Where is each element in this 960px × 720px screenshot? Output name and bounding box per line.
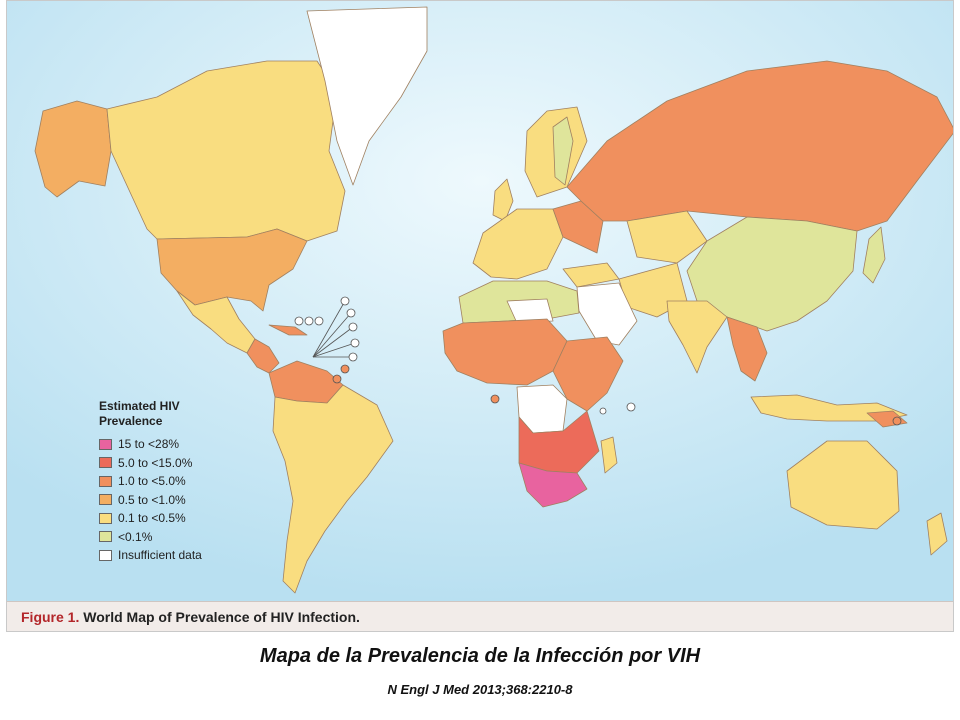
region-southeast-asia: [726, 316, 768, 382]
callout-island-7: [304, 316, 314, 326]
callout-island-1: [340, 296, 350, 306]
region-madagascar: [600, 436, 618, 474]
legend-rows: 15 to <28% 5.0 to <15.0% 1.0 to <5.0% 0.5 t…: [99, 435, 249, 565]
region-western-europe: [472, 208, 564, 280]
region-finland: [552, 116, 574, 186]
legend-item: 15 to <28%: [99, 435, 249, 454]
figure-panel: Estimated HIV Prevalence 15 to <28% 5.0 t…: [6, 0, 954, 632]
region-eastern-europe: [552, 200, 604, 254]
legend-label: 1.0 to <5.0%: [118, 474, 186, 489]
legend-label: 0.1 to <0.5%: [118, 511, 186, 526]
region-russia: [566, 60, 953, 232]
legend-item: 0.5 to <1.0%: [99, 491, 249, 510]
legend-label: <0.1%: [118, 529, 153, 544]
region-central-america: [246, 338, 280, 374]
legend-swatch: [99, 475, 112, 487]
legend-item: 5.0 to <15.0%: [99, 454, 249, 473]
legend-label: 0.5 to <1.0%: [118, 492, 186, 507]
callout-island-4: [350, 338, 360, 348]
region-southern-africa: [518, 462, 588, 508]
legend-swatch: [99, 494, 112, 506]
region-australia: [786, 440, 900, 530]
region-china-mongolia: [686, 216, 858, 332]
citation: N Engl J Med 2013;368:2210-8: [387, 682, 573, 697]
legend-item: 1.0 to <5.0%: [99, 472, 249, 491]
callout-pacific-1: [892, 416, 902, 426]
callout-sao-tome: [490, 394, 500, 404]
region-new-zealand: [926, 512, 948, 556]
region-kazakhstan: [626, 210, 708, 264]
region-greenland: [306, 6, 428, 186]
region-east-africa: [552, 336, 624, 412]
legend-label: 5.0 to <15.0%: [118, 455, 193, 470]
legend-label: Insufficient data: [118, 548, 202, 563]
legend-item: Insufficient data: [99, 546, 249, 565]
region-caribbean: [268, 324, 308, 336]
callout-island-8: [314, 316, 324, 326]
region-libya: [506, 298, 554, 324]
callout-island-5: [348, 352, 358, 362]
callout-island-6: [294, 316, 304, 326]
region-alaska: [34, 100, 112, 198]
region-canada: [106, 60, 346, 242]
figure-caption-band: Figure 1. World Map of Prevalence of HIV…: [7, 601, 953, 631]
legend-item: <0.1%: [99, 528, 249, 547]
region-south-america: [272, 384, 394, 594]
callout-island-9: [340, 364, 350, 374]
legend-swatch: [99, 531, 112, 543]
map-legend: Estimated HIV Prevalence 15 to <28% 5.0 t…: [99, 399, 249, 565]
callout-island-3: [348, 322, 358, 332]
region-japan: [862, 226, 886, 284]
callout-seychelles: [626, 402, 636, 412]
legend-swatch: [99, 512, 112, 524]
legend-swatch: [99, 438, 112, 450]
region-uk: [492, 178, 514, 222]
legend-swatch: [99, 549, 112, 561]
legend-item: 0.1 to <0.5%: [99, 509, 249, 528]
legend-title: Estimated HIV Prevalence: [99, 399, 180, 428]
region-india: [666, 300, 728, 374]
figure-title: World Map of Prevalence of HIV Infection…: [83, 609, 360, 625]
figure-caption: Figure 1. World Map of Prevalence of HIV…: [21, 609, 360, 625]
legend-swatch: [99, 457, 112, 469]
callout-island-2: [346, 308, 356, 318]
world-map: [7, 1, 953, 601]
figure-label: Figure 1.: [21, 609, 80, 625]
legend-label: 15 to <28%: [118, 437, 180, 452]
callout-island-10: [332, 374, 342, 384]
callout-comoros: [599, 407, 607, 415]
spanish-title: Mapa de la Prevalencia de la Infección p…: [259, 645, 701, 667]
